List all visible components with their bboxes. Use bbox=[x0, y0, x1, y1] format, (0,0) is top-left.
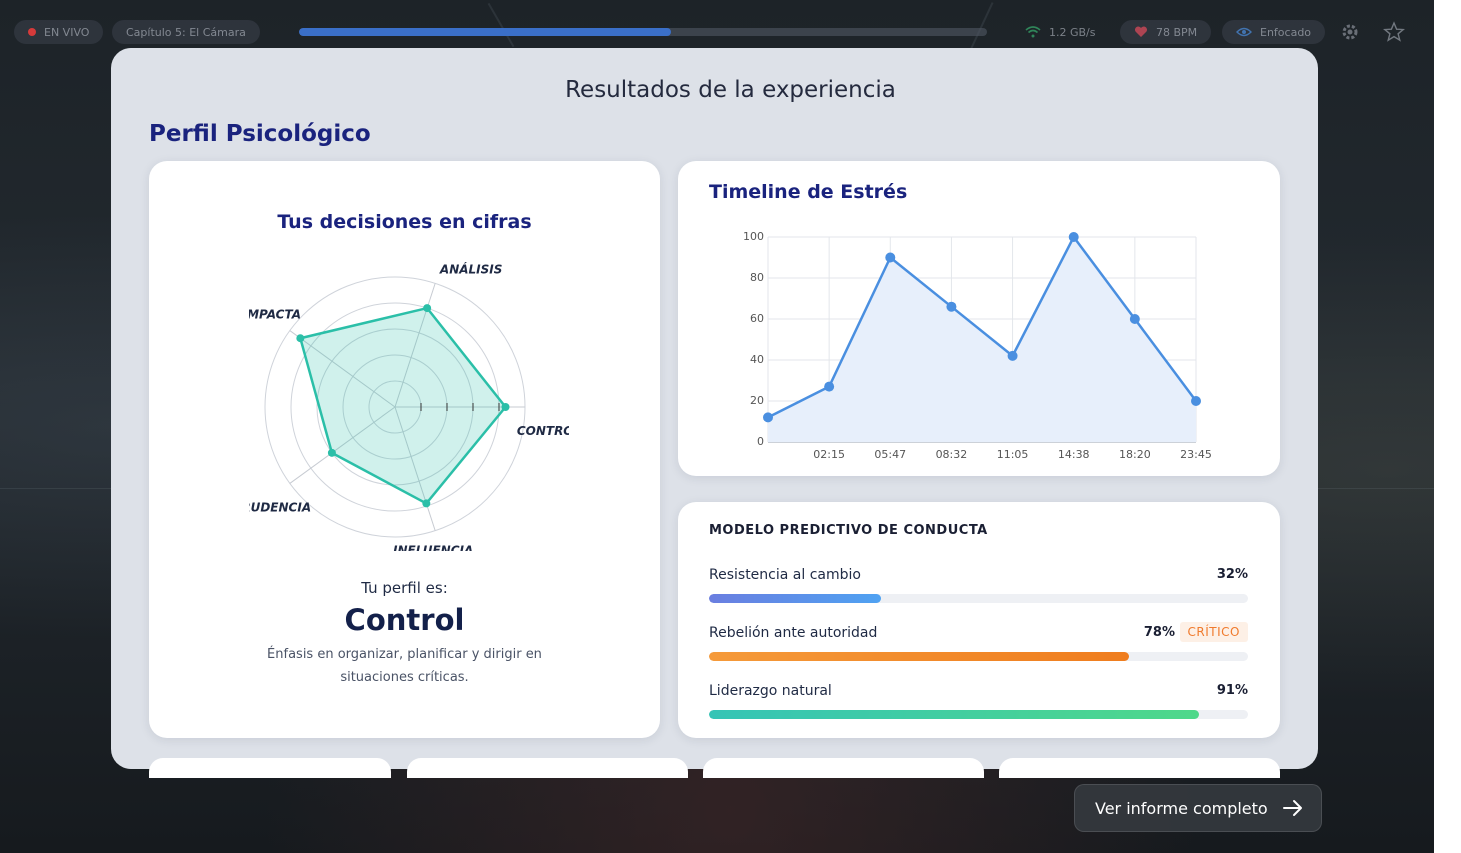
y-tick-label: 80 bbox=[750, 271, 764, 284]
favorite-star-icon[interactable] bbox=[1383, 21, 1405, 43]
predictive-bar bbox=[709, 652, 1248, 661]
radar-axis-label: PRUDENCIA bbox=[249, 500, 311, 514]
radar-point bbox=[423, 304, 432, 313]
predictive-value: 32% bbox=[1216, 567, 1248, 582]
radar-point bbox=[296, 334, 305, 343]
stress-timeline-card: Timeline de Estrés 0 20 40 60 80 100 02:15 05:4… bbox=[678, 161, 1280, 476]
y-tick-label: 60 bbox=[750, 312, 764, 325]
x-tick-label: 14:38 bbox=[1058, 448, 1090, 461]
settings-gear-icon[interactable] bbox=[1340, 22, 1360, 42]
background-beam bbox=[1318, 488, 1434, 489]
y-tick-label: 0 bbox=[757, 435, 764, 448]
stress-line bbox=[767, 235, 1198, 419]
viewport-edge bbox=[1434, 0, 1461, 853]
view-full-report-button[interactable]: Ver informe completo bbox=[1074, 784, 1322, 832]
y-tick-label: 20 bbox=[750, 394, 764, 407]
background-beam bbox=[0, 488, 111, 489]
y-tick-label: 100 bbox=[743, 230, 764, 243]
radar-axis-label: CONTROL bbox=[517, 424, 569, 438]
predictive-label: Rebelión ante autoridad bbox=[709, 625, 878, 641]
stress-area bbox=[768, 237, 1196, 442]
x-tick-label: 02:15 bbox=[813, 448, 845, 461]
heart-icon bbox=[1134, 26, 1148, 37]
summary-card-partial bbox=[703, 758, 984, 778]
profile-description: Énfasis en organizar, planificar y dirig… bbox=[267, 647, 542, 685]
radar-axis-label: IMPACTA bbox=[249, 308, 301, 322]
radar-axis bbox=[394, 283, 436, 408]
predictive-label: Liderazgo natural bbox=[709, 683, 832, 699]
modal-title: Resultados de la experiencia bbox=[565, 77, 896, 103]
stress-point bbox=[1129, 314, 1140, 324]
radar-point bbox=[501, 403, 510, 411]
radar-axis bbox=[394, 406, 436, 531]
summary-card-partial bbox=[407, 758, 688, 778]
x-tick-label: 18:20 bbox=[1119, 448, 1151, 461]
arrow-right-icon bbox=[1282, 800, 1302, 816]
chapter-progress bbox=[299, 28, 987, 36]
radar-title: Tus decisiones en cifras bbox=[277, 211, 532, 233]
radar-axis bbox=[289, 406, 396, 484]
view-full-report-label: Ver informe completo bbox=[1095, 798, 1268, 818]
bandwidth-value: 1.2 GB/s bbox=[1049, 25, 1096, 39]
predictive-bar-fill bbox=[709, 594, 882, 603]
critical-badge: CRÍTICO bbox=[1179, 622, 1248, 642]
profile-name: Control bbox=[344, 603, 465, 637]
predictive-model-card: MODELO PREDICTIVO DE CONDUCTA Resistenci… bbox=[678, 502, 1280, 738]
predictive-bar-fill bbox=[709, 710, 1200, 719]
wifi-icon bbox=[1025, 26, 1041, 38]
chapter-progress-fill bbox=[299, 28, 671, 36]
predictive-title: MODELO PREDICTIVO DE CONDUCTA bbox=[709, 523, 988, 538]
predictive-bar bbox=[709, 710, 1248, 719]
stress-timeline-chart: 0 20 40 60 80 100 02:15 05:47 08:32 11:05 14:38 18:… bbox=[743, 230, 1212, 461]
profile-lead: Tu perfil es: bbox=[361, 579, 448, 597]
predictive-bar-fill bbox=[709, 652, 1130, 661]
predictive-label: Resistencia al cambio bbox=[709, 567, 861, 583]
live-label: EN VIVO bbox=[44, 25, 90, 39]
focus-value: Enfocado bbox=[1260, 25, 1312, 39]
y-tick-label: 40 bbox=[750, 353, 764, 366]
timeline-title: Timeline de Estrés bbox=[709, 181, 908, 203]
predictive-value: 91% bbox=[1216, 683, 1248, 698]
predictive-bar bbox=[709, 594, 1248, 603]
bandwidth-indicator: 1.2 GB/s bbox=[1025, 20, 1096, 44]
live-dot-icon bbox=[28, 28, 36, 36]
stress-point bbox=[885, 252, 896, 263]
chapter-title: Capítulo 5: El Cámara bbox=[112, 20, 260, 44]
radar-axis bbox=[289, 330, 396, 408]
stress-point bbox=[1191, 396, 1201, 406]
summary-card-partial bbox=[999, 758, 1280, 778]
heart-rate-value: 78 BPM bbox=[1156, 25, 1198, 39]
radar-axis-label: INFLUENCIA bbox=[393, 544, 473, 551]
live-indicator: EN VIVO bbox=[14, 20, 104, 44]
x-tick-label: 11:05 bbox=[997, 448, 1029, 461]
chapter-label: Capítulo 5: El Cámara bbox=[126, 25, 246, 39]
radar-chart: ANÁLISIS CONTROL INFLUENCIA PRUDENCIA IMPACT… bbox=[249, 261, 569, 551]
radar-point bbox=[422, 499, 431, 508]
stress-point bbox=[946, 301, 957, 312]
x-tick-label: 05:47 bbox=[874, 448, 906, 461]
summary-card-partial bbox=[149, 758, 391, 778]
x-tick-label: 23:45 bbox=[1180, 448, 1212, 461]
stress-point bbox=[1068, 232, 1079, 242]
stress-point bbox=[1007, 350, 1018, 361]
decisions-card: Tus decisiones en cifras ANÁLISIS CONTROL… bbox=[149, 161, 660, 738]
radar-point bbox=[327, 448, 336, 457]
top-status-bar: EN VIVO Capítulo 5: El Cámara 1.2 GB/s 7… bbox=[0, 0, 1434, 64]
section-title: Perfil Psicológico bbox=[149, 121, 371, 147]
radar-axis-label: ANÁLISIS bbox=[439, 261, 502, 276]
eye-icon bbox=[1236, 27, 1252, 37]
radar-area bbox=[298, 306, 508, 506]
heart-rate-indicator: 78 BPM bbox=[1120, 20, 1212, 44]
stress-point bbox=[763, 412, 773, 423]
predictive-value: 78% bbox=[1143, 625, 1175, 640]
x-tick-label: 08:32 bbox=[936, 448, 968, 461]
focus-indicator: Enfocado bbox=[1222, 20, 1326, 44]
stress-point bbox=[824, 381, 835, 392]
